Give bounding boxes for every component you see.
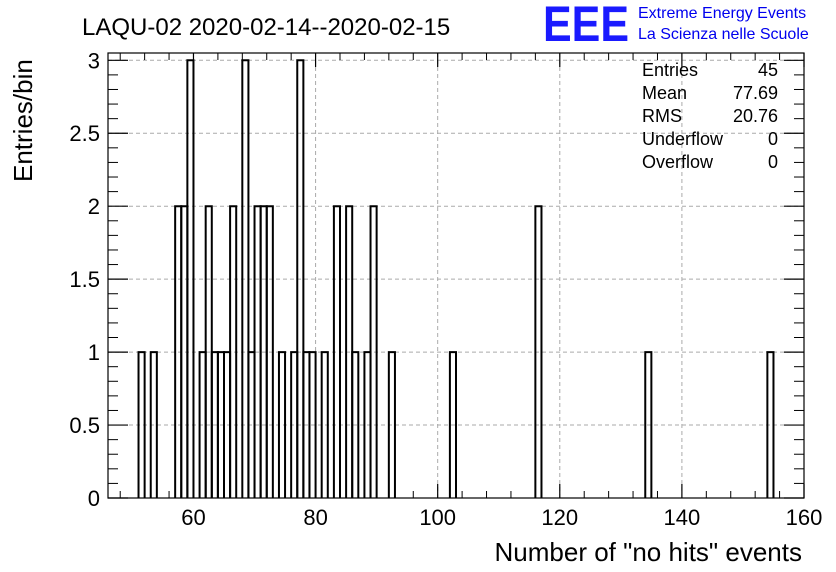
x-tick-label: 100	[419, 505, 456, 530]
stats-value: 77.69	[733, 83, 778, 103]
histogram-bin	[296, 59, 305, 498]
y-tick-label: 2.5	[69, 121, 100, 146]
y-tick-label: 0	[88, 486, 100, 511]
histogram-bin	[448, 351, 457, 498]
stats-label: Underflow	[642, 129, 724, 149]
x-tick-label: 160	[786, 505, 823, 530]
stats-value: 45	[758, 60, 778, 80]
y-tick-label: 3	[88, 48, 100, 73]
stats-label: Overflow	[642, 152, 714, 172]
stats-label: Entries	[642, 60, 698, 80]
eee-logo-line2: La Scienza nelle Scuole	[638, 26, 809, 43]
y-axis-title: Entries/bin	[8, 59, 38, 182]
histogram-bin	[387, 351, 396, 498]
tick-labels: 60 80 100 120 140 160 0 0.5 1 1.5 2 2.5 3	[69, 48, 822, 530]
y-tick-label: 1	[88, 340, 100, 365]
histogram-bin	[277, 351, 287, 498]
stats-label: RMS	[642, 106, 682, 126]
histogram-bars	[137, 59, 775, 498]
eee-logo-mark: EEE	[543, 0, 629, 52]
histogram-bin	[332, 205, 341, 498]
histogram-bin	[369, 205, 378, 498]
x-tick-label: 80	[303, 505, 327, 530]
stats-box: Entries 45 Mean 77.69 RMS 20.76 Underflow 0 Over…	[642, 60, 778, 172]
stats-value: 0	[768, 129, 778, 149]
histogram-bin	[229, 205, 238, 498]
plot-frame	[107, 52, 805, 499]
stats-value: 0	[768, 152, 778, 172]
histogram-bin	[265, 205, 274, 498]
histogram-bin	[644, 351, 653, 498]
histogram-bin	[308, 351, 317, 498]
x-tick-label: 60	[181, 505, 205, 530]
histogram-bin	[351, 351, 360, 498]
chart-title: LAQU-02 2020-02-14--2020-02-15	[82, 14, 450, 41]
y-tick-label: 1.5	[69, 267, 100, 292]
x-axis-title: Number of "no hits" events	[495, 537, 803, 567]
eee-logo: EEE Extreme Energy Events La Scienza nel…	[543, 0, 809, 52]
histogram-bin	[766, 351, 775, 498]
histogram-bin	[137, 351, 146, 498]
histogram-bin	[186, 59, 195, 498]
y-tick-label: 0.5	[69, 413, 100, 438]
stats-value: 20.76	[733, 106, 778, 126]
histogram-bin	[241, 59, 250, 498]
stats-label: Mean	[642, 83, 687, 103]
eee-logo-line1: Extreme Energy Events	[638, 5, 806, 22]
axis-ticks	[108, 53, 805, 499]
x-tick-label: 120	[541, 505, 578, 530]
histogram-bin	[534, 205, 543, 498]
histogram-bin	[320, 351, 329, 498]
x-tick-label: 140	[664, 505, 701, 530]
histogram-bin	[149, 351, 158, 498]
y-tick-label: 2	[88, 194, 100, 219]
